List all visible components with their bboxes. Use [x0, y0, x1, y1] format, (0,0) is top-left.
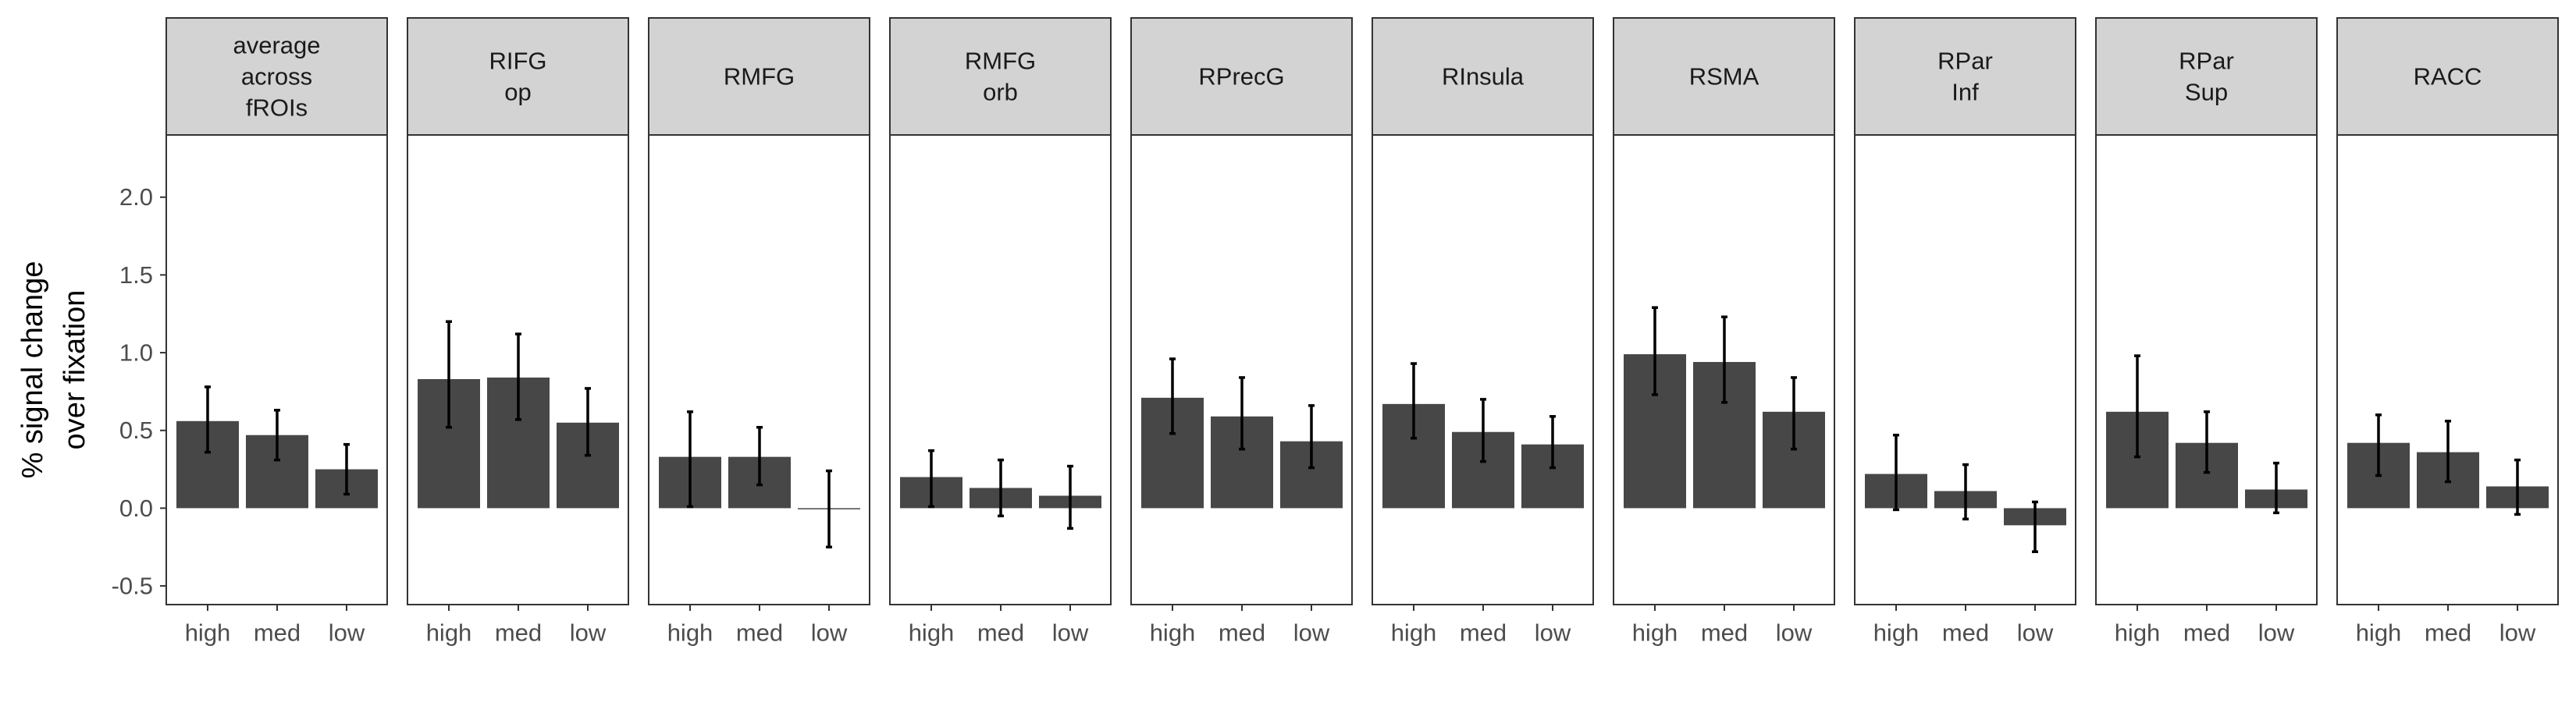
x-tick-label: med [1701, 619, 1748, 647]
facet-title-line: orb [983, 79, 1018, 106]
x-tick-label: low [2258, 619, 2295, 647]
y-tick-label: 0.5 [119, 417, 153, 444]
facet-strip [2336, 17, 2559, 136]
panel-plot-area [1130, 134, 1353, 605]
facet-title-line: RMFG [724, 63, 795, 90]
facet-title-line: fROIs [246, 94, 308, 122]
facet-panel: RPar Sup high med low [2095, 17, 2318, 647]
facet-strip [1854, 17, 2076, 136]
x-tick-label: med [2183, 619, 2230, 647]
x-tick-label: low [2500, 619, 2536, 647]
panel-plot-area [2095, 134, 2318, 605]
y-tick-label: 0.0 [119, 495, 153, 522]
x-tick-label: low [570, 619, 607, 647]
x-tick-label: high [1873, 619, 1920, 647]
y-axis-title-line: % signal change [16, 261, 49, 479]
y-axis: -0.5 0.0 0.5 1.0 1.5 2.0 [112, 183, 166, 600]
x-tick-label: med [736, 619, 783, 647]
y-tick-label: -0.5 [112, 573, 153, 600]
x-tick-label: high [1150, 619, 1196, 647]
facet-title-line: op [504, 79, 531, 106]
panel-plot-area [1372, 134, 1594, 605]
x-tick-label: med [1460, 619, 1507, 647]
facet-title-line: RACC [2414, 63, 2482, 90]
x-tick-label: low [1052, 619, 1089, 647]
panel-plot-area [889, 134, 1112, 605]
facet-title-line: Sup [2185, 79, 2228, 106]
x-tick-label: med [1219, 619, 1265, 647]
facet-panel: RPrecG high med low [1130, 17, 1353, 647]
x-tick-label: high [426, 619, 472, 647]
panel-plot-area [1854, 134, 2076, 605]
facet-title-line: RIFG [489, 48, 546, 75]
facet-strip [889, 17, 1112, 136]
panel-plot-area [648, 134, 870, 605]
facet-strip [648, 17, 870, 136]
y-tick-label: 2.0 [119, 183, 153, 211]
x-tick-label: low [2017, 619, 2054, 647]
x-tick-label: med [495, 619, 542, 647]
y-axis-title-line: over fixation [59, 290, 91, 450]
x-tick-label: low [811, 619, 848, 647]
facet-strip [2095, 17, 2318, 136]
x-tick-label: low [1535, 619, 1571, 647]
facet-panel: RMFG orb high med low [889, 17, 1112, 647]
facet-panel: RPar Inf high med low [1854, 17, 2076, 647]
facet-panel: RACC high med low [2336, 17, 2559, 647]
x-tick-label: low [1776, 619, 1813, 647]
x-tick-label: low [329, 619, 365, 647]
facet-panel: RIFG op high med low [407, 17, 629, 647]
facet-panel: RMFG high med low [648, 17, 870, 647]
panel-plot-area [165, 134, 388, 605]
x-tick-label: high [1391, 619, 1437, 647]
x-tick-label: low [1293, 619, 1330, 647]
x-tick-label: med [254, 619, 301, 647]
facet-strip [1372, 17, 1594, 136]
facet-title-line: RPar [1937, 48, 1993, 75]
x-tick-label: high [1632, 619, 1678, 647]
y-tick-label: 1.0 [119, 339, 153, 367]
x-tick-label: high [185, 619, 231, 647]
facet-title-line: RPrecG [1198, 63, 1284, 90]
x-tick-label: med [1942, 619, 1989, 647]
y-axis-label: % signal change over fixation [16, 261, 91, 479]
facet-title-line: across [241, 63, 312, 90]
facet-title-line: average [233, 32, 320, 59]
facet-title-line: RInsula [1442, 63, 1525, 90]
facet-title-line: RPar [2179, 48, 2234, 75]
facet-title-line: Inf [1952, 79, 1979, 106]
x-tick-label: high [2356, 619, 2402, 647]
facet-panel: RSMA high med low [1613, 17, 1835, 647]
x-tick-label: med [977, 619, 1024, 647]
x-tick-label: med [2425, 619, 2471, 647]
x-tick-label: high [909, 619, 955, 647]
facet-strip [407, 17, 629, 136]
facet-title-line: RSMA [1689, 63, 1759, 90]
y-tick-label: 1.5 [119, 261, 153, 289]
x-tick-label: high [2115, 619, 2161, 647]
facet-panel: average across fROIs high med low [165, 17, 388, 647]
panel-plot-area [2336, 134, 2559, 605]
facet-panel: RInsula high med low [1372, 17, 1594, 647]
facet-title-line: RMFG [965, 48, 1036, 75]
facet-strip [1613, 17, 1835, 136]
x-tick-label: high [667, 619, 713, 647]
